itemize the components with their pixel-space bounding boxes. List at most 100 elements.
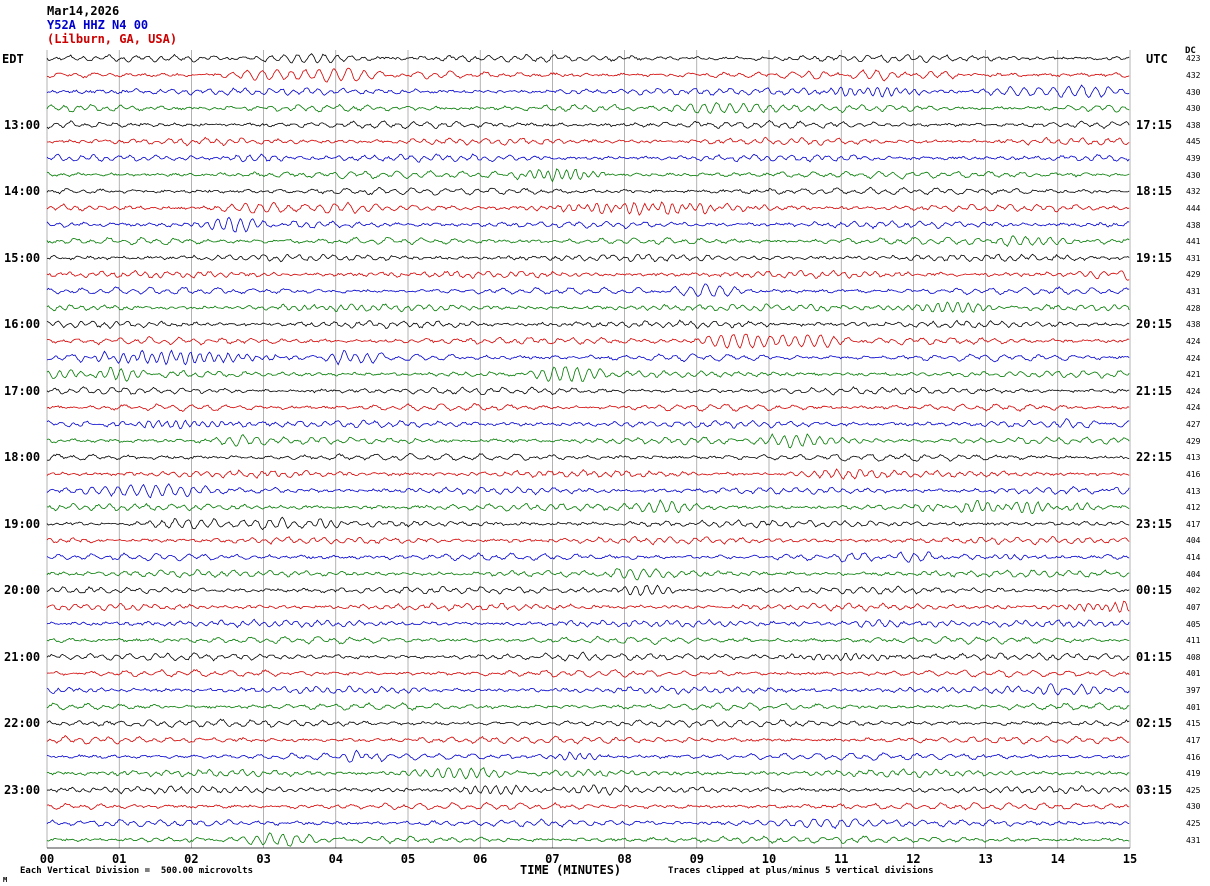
trace-row: [46, 403, 1130, 413]
trace-row: [46, 386, 1130, 396]
dc-value: 416: [1186, 752, 1201, 762]
trace-row: [46, 67, 1130, 83]
utc-hour-label: 19:15: [1136, 250, 1173, 265]
x-axis-label: TIME (MINUTES): [520, 863, 622, 877]
dc-value: 423: [1186, 54, 1201, 64]
left-axis-title: EDT: [2, 52, 24, 66]
x-tick-label: 02: [184, 852, 199, 866]
edt-hour-label: 18:00: [4, 450, 41, 465]
dc-value: 397: [1186, 686, 1201, 696]
dc-value: 432: [1186, 70, 1201, 80]
trace-row: [46, 618, 1130, 629]
trace-row: [46, 584, 1130, 596]
utc-hour-label: 20:15: [1136, 317, 1173, 332]
utc-hour-label: 17:15: [1136, 117, 1173, 132]
header-date: Mar14,2026: [47, 4, 120, 18]
dc-value: 429: [1186, 270, 1201, 280]
trace-row: [46, 119, 1130, 130]
dc-value: 427: [1186, 420, 1201, 430]
trace-row: [46, 651, 1130, 662]
trace-row: [46, 269, 1130, 281]
edt-hour-label: 20:00: [4, 583, 41, 598]
trace-row: [46, 283, 1130, 298]
trace-row: [46, 516, 1130, 531]
trace-row: [46, 366, 1130, 383]
trace-row: [46, 551, 1130, 563]
trace-row: [46, 102, 1130, 114]
dc-value: 402: [1186, 586, 1201, 596]
chart-header: Mar14,2026 Y52A HHZ N4 00 (Lilburn, GA, …: [47, 4, 177, 46]
trace-row: [46, 801, 1130, 811]
trace-row: [46, 535, 1130, 546]
edt-hour-label: 15:00: [4, 250, 41, 265]
x-tick-label: 13: [978, 852, 993, 866]
dc-value: 439: [1186, 154, 1201, 164]
corner-mark: M: [3, 876, 8, 884]
dc-value: 444: [1186, 203, 1201, 213]
dc-axis-title: DC: [1185, 46, 1196, 56]
dc-value: 424: [1186, 353, 1201, 363]
x-tick-label: 03: [256, 852, 271, 866]
utc-hour-label: 01:15: [1136, 649, 1173, 664]
x-tick-label: 05: [400, 852, 416, 866]
trace-row: [46, 349, 1130, 366]
trace-row: [46, 767, 1130, 780]
x-tick-label: 06: [472, 852, 488, 866]
trace-row: [46, 84, 1130, 99]
dc-value: 413: [1186, 453, 1201, 463]
x-tick-label: 08: [617, 852, 632, 866]
trace-row: [46, 683, 1130, 696]
dc-value: 428: [1186, 303, 1201, 313]
dc-value: 419: [1186, 769, 1201, 779]
x-tick-label: 04: [328, 852, 344, 866]
header-location: (Lilburn, GA, USA): [47, 32, 178, 46]
trace-row: [46, 818, 1130, 830]
trace-row: [46, 784, 1130, 796]
dc-value: 424: [1186, 336, 1201, 346]
utc-hour-label: 18:15: [1136, 184, 1173, 199]
dc-value: 417: [1186, 519, 1201, 529]
dc-value: 438: [1186, 120, 1201, 130]
x-tick-label: 14: [1050, 852, 1066, 866]
header-station: Y52A HHZ N4 00: [47, 18, 149, 32]
trace-row: [46, 483, 1130, 499]
dc-value: 429: [1186, 436, 1201, 446]
dc-value: 415: [1186, 719, 1201, 729]
x-tick-label: 00: [39, 852, 55, 866]
edt-hour-label: 17:00: [4, 383, 41, 398]
trace-row: [46, 499, 1130, 515]
edt-hour-label: 22:00: [4, 716, 41, 731]
clip-note: Traces clipped at plus/minus 5 vertical …: [668, 866, 934, 876]
trace-row: [46, 168, 1130, 183]
dc-value: 438: [1186, 220, 1201, 230]
trace-row: [46, 669, 1130, 678]
trace-row: [46, 468, 1130, 480]
dc-value: 431: [1186, 253, 1201, 263]
trace-row: [46, 600, 1130, 613]
trace-row: [47, 136, 1130, 147]
dc-value: 405: [1186, 619, 1201, 629]
dc-value: 425: [1186, 785, 1201, 795]
dc-value: 431: [1186, 835, 1201, 845]
trace-row: [46, 418, 1130, 430]
trace-row: [46, 568, 1130, 581]
trace-row: [46, 216, 1130, 233]
utc-hour-label: 03:15: [1136, 782, 1173, 797]
trace-row: [46, 333, 1130, 349]
utc-hour-label: 00:15: [1136, 583, 1173, 598]
trace-row: [46, 301, 1130, 313]
right-axis-title: UTC: [1146, 52, 1168, 66]
trace-row: [46, 735, 1130, 745]
x-tick-label: 11: [833, 852, 849, 866]
x-tick-label: 09: [689, 852, 705, 866]
dc-value: 430: [1186, 87, 1201, 97]
dc-value: 445: [1186, 137, 1201, 147]
dc-value: 401: [1186, 702, 1201, 712]
edt-hour-label: 13:00: [4, 117, 41, 132]
edt-hour-label: 19:00: [4, 516, 41, 531]
dc-value: 416: [1186, 469, 1201, 479]
trace-row: [46, 319, 1130, 330]
dc-value: 431: [1186, 287, 1201, 297]
